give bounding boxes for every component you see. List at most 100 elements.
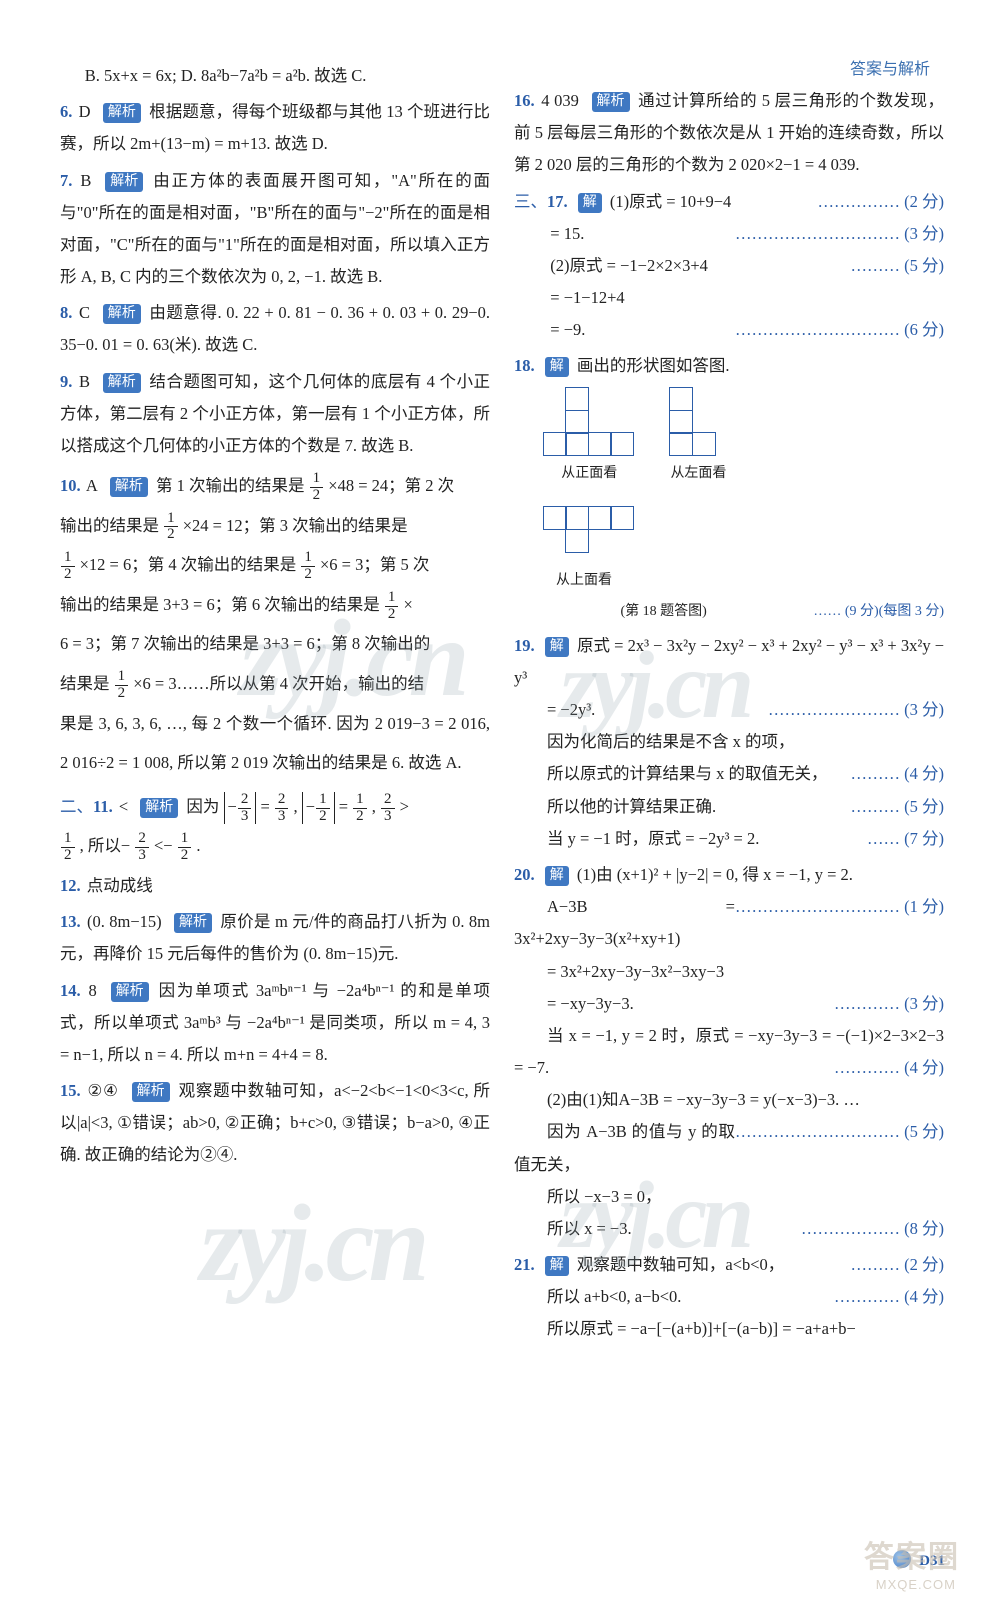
q9: 9. B 解析 结合题图可知，这个几何体的底层有 4 个小正方体，第二层有 2 … (60, 366, 490, 463)
q17-l4: = −1−12+4 (514, 288, 625, 307)
q18-score: (9 分)(每图 3 分) (845, 604, 944, 619)
q16-num: 16. (514, 91, 535, 110)
frac-half: 12 (115, 669, 129, 702)
q11-e: , (372, 797, 380, 816)
q10-p2b: ×24 = 12；第 3 次输出的结果是 (183, 516, 408, 535)
q13: 13. (0. 8m−15) 解析 原价是 m 元/件的商品打八折为 0. 8m… (60, 906, 490, 970)
q17-s2: (3 分) (904, 224, 944, 243)
q17-num: 17. (547, 192, 568, 211)
q17-s5: (6 分) (904, 320, 944, 339)
q15-ans: ②④ (88, 1081, 119, 1100)
q6: 6. D 解析 根据题意，得每个班级都与其他 13 个班进行比赛，所以 2m+(… (60, 96, 490, 160)
frac: 12 (353, 792, 367, 825)
label-front: 从正面看 (544, 460, 634, 487)
q20-l3: = 3x²+2xy−3y−3x²−3xy−3 (514, 962, 724, 981)
caption-text: (第 18 题答图) (621, 604, 707, 619)
q13-ans: (0. 8m−15) (87, 912, 162, 931)
q10-ans: A (86, 476, 98, 495)
q20-l1: (1)由 (x+1)² + |y−2| = 0, 得 x = −1, y = 2… (577, 865, 853, 884)
q21-l2: 所以 a+b<0, a−b<0. (514, 1287, 681, 1306)
jiexi-tag: 解析 (103, 373, 141, 393)
q5-tail: B. 5x+x = 6x; D. 8a²b−7a²b = a²b. 故选 C. (60, 60, 490, 92)
stamp-url: MXQE.COM (876, 1577, 956, 1592)
q20-l8: 所以 −x−3 = 0， (514, 1187, 662, 1206)
q12-num: 12. (60, 876, 81, 895)
q18: 18. 解 画出的形状图如答图. 从正面看 (514, 350, 944, 625)
label-left: 从左面看 (670, 460, 726, 487)
q10-p7: 果是 3, 6, 3, 6, …, 每 2 个数一个循环. 因为 2 019−3… (60, 714, 490, 773)
jie-tag: 解 (545, 357, 569, 377)
q21-num: 21. (514, 1255, 535, 1274)
q20-l7: 因为 A−3B 的值与 y 的取值无关， (514, 1122, 735, 1173)
q16-ans: 4 039 (541, 91, 579, 110)
left-column: B. 5x+x = 6x; D. 8a²b−7a²b = a²b. 故选 C. … (60, 60, 490, 1350)
q11-f: > (400, 797, 409, 816)
q11: 二、11. < 解析 因为 −23 = 23 , −12 = 12 , 23 >… (60, 787, 490, 866)
q17-l1: (1)原式 = 10+9−4 (610, 192, 731, 211)
q11-g: , 所以− (80, 836, 131, 855)
q21: 21. 解 观察题中数轴可知，a<b<0， ……… (2 分) 所以 a+b<0… (514, 1249, 944, 1346)
q19-l5: 所以他的计算结果正确. (514, 797, 716, 816)
q14-num: 14. (60, 981, 81, 1000)
jiexi-tag: 解析 (103, 103, 141, 123)
q11-i: . (196, 836, 200, 855)
q19-l4: 所以原式的计算结果与 x 的取值无关， (514, 764, 828, 783)
q20-s4: (3 分) (904, 994, 944, 1013)
q17: 三、17. 解 (1)原式 = 10+9−4 …………… (2 分) = 15.… (514, 186, 944, 347)
q10-p2a: 输出的结果是 (60, 516, 159, 535)
abs-icon: −23 (224, 792, 257, 825)
jiexi-tag: 解析 (105, 172, 143, 192)
section-2: 二、 (60, 797, 93, 816)
q7-ans: B (80, 171, 91, 190)
jie-tag: 解 (578, 193, 602, 213)
q7-num: 7. (60, 171, 72, 190)
frac-half: 12 (301, 550, 315, 583)
jiexi-tag: 解析 (140, 798, 178, 818)
q19-s4: (4 分) (904, 764, 944, 783)
frac: 23 (135, 831, 149, 864)
q11-b: = (260, 797, 273, 816)
q8: 8. C 解析 由题意得. 0. 22 + 0. 81 − 0. 36 + 0.… (60, 297, 490, 361)
q17-l3: (2)原式 = −1−2×2×3+4 (514, 256, 708, 275)
q13-num: 13. (60, 912, 81, 931)
q18-text: 画出的形状图如答图. (577, 356, 730, 375)
view-left: 从左面看 (670, 389, 726, 488)
q17-s3: (5 分) (904, 256, 944, 275)
q10: 10. A 解析 第 1 次输出的结果是 12 ×48 = 24；第 2 次 输… (60, 466, 490, 783)
frac: 12 (178, 831, 192, 864)
section-3: 三、 (514, 192, 547, 211)
q12: 12. 点动成线 (60, 870, 490, 902)
q8-num: 8. (60, 303, 72, 322)
q10-p4a: 输出的结果是 3+3 = 6；第 6 次输出的结果是 (60, 595, 380, 614)
q19-l3: 因为化简后的结果是不含 x 的项， (514, 732, 795, 751)
frac-half: 12 (310, 471, 324, 504)
q15-num: 15. (60, 1081, 81, 1100)
stamp: 答案圈 (864, 1532, 960, 1576)
q20-l4: = −xy−3y−3. (514, 994, 634, 1013)
q21-l3: 所以原式 = −a−[−(a+b)]+[−(a−b)] = −a+a+b− (514, 1319, 856, 1338)
jiexi-tag: 解析 (103, 304, 141, 324)
q11-a: 因为 (186, 797, 223, 816)
q6-num: 6. (60, 102, 72, 121)
q7: 7. B 解析 由正方体的表面展开图可知，"A"所在的面与"0"所在的面是相对面… (60, 165, 490, 294)
q20-s6: (5 分) (904, 1122, 944, 1141)
q21-s2: (4 分) (904, 1287, 944, 1306)
q18-views: 从正面看 从左面看 从上面看 (544, 389, 944, 595)
q14: 14. 8 解析 因为单项式 3aᵐbⁿ⁻¹ 与 −2a⁴bⁿ⁻¹ 的和是单项式… (60, 975, 490, 1072)
q10-p1b: ×48 = 24；第 2 次 (328, 476, 454, 495)
q10-p6a: 结果是 (60, 674, 110, 693)
jiexi-tag: 解析 (174, 913, 212, 933)
jie-tag: 解 (545, 637, 569, 657)
q20-l6: (2)由(1)知A−3B = −xy−3y−3 = y(−x−3)−3. … (514, 1090, 860, 1109)
q17-l5: = −9. (514, 320, 585, 339)
q8-ans: C (79, 303, 90, 322)
q18-caption: (第 18 题答图) …… (9 分)(每图 3 分) (514, 598, 944, 625)
q6-ans: D (79, 102, 91, 121)
q11-h: <− (154, 836, 173, 855)
q18-num: 18. (514, 356, 535, 375)
jie-tag: 解 (545, 866, 569, 886)
q10-p3a: ×12 = 6；第 4 次输出的结果是 (80, 555, 297, 574)
q10-num: 10. (60, 476, 81, 495)
q19-l2: = −2y³. (514, 700, 595, 719)
frac: 23 (275, 792, 289, 825)
